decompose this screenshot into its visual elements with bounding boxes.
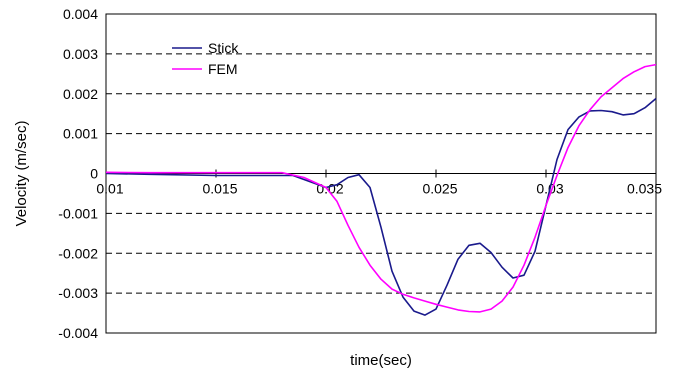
chart-legend: Stick FEM bbox=[172, 40, 239, 77]
y-axis-tick-labels: 0.004 0.003 0.002 0.001 0 -0.001 -0.002 -0.003 -… bbox=[58, 6, 98, 341]
series-line-stick bbox=[105, 97, 657, 316]
y-tick-label-3: 0.001 bbox=[63, 126, 98, 142]
y-tick-label-2: 0.002 bbox=[63, 86, 98, 102]
x-tick-label-1: 0.015 bbox=[202, 181, 237, 197]
x-tick-label-5: 0.035 bbox=[627, 181, 662, 197]
legend-label-stick: Stick bbox=[208, 40, 239, 56]
y-axis-title: Velocity (m/sec) bbox=[13, 121, 30, 227]
y-tick-label-4: 0 bbox=[90, 166, 98, 182]
x-axis-title: time(sec) bbox=[350, 352, 412, 369]
series-line-fem bbox=[105, 63, 657, 313]
x-tick-label-0: 0.01 bbox=[96, 181, 123, 197]
y-tick-label-0: 0.004 bbox=[63, 6, 98, 22]
grid-lines bbox=[105, 53, 657, 294]
x-axis-tick-labels: 0.01 0.015 0.02 0.025 0.03 0.035 bbox=[96, 181, 662, 197]
y-tick-label-6: -0.002 bbox=[58, 245, 98, 261]
legend-label-fem: FEM bbox=[208, 61, 238, 77]
y-tick-label-5: -0.001 bbox=[58, 205, 98, 221]
series-lines bbox=[105, 63, 657, 316]
y-tick-label-8: -0.004 bbox=[58, 325, 98, 341]
x-tick-label-3: 0.025 bbox=[422, 181, 457, 197]
y-tick-label-1: 0.003 bbox=[63, 46, 98, 62]
y-tick-label-7: -0.003 bbox=[58, 285, 98, 301]
